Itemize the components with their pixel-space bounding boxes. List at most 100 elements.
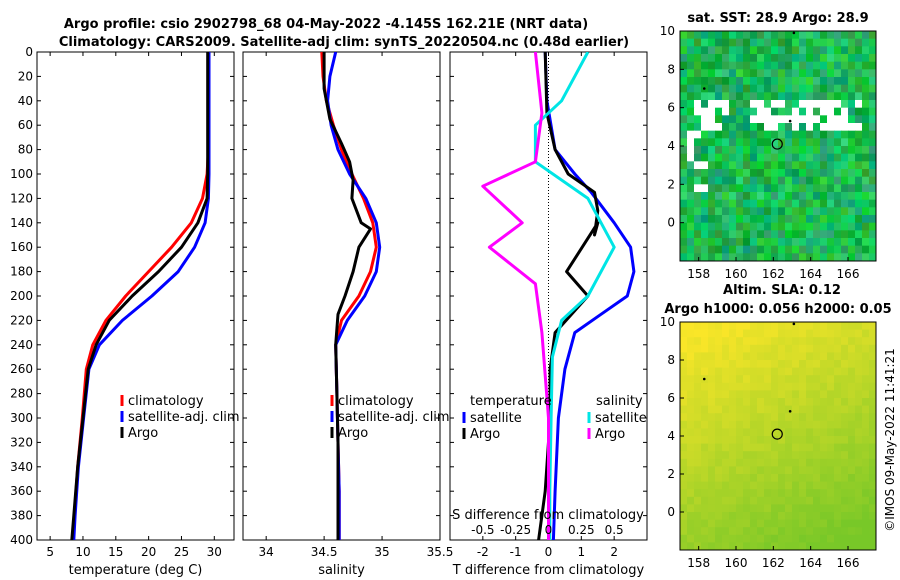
heatmap-cell [722,398,730,407]
heatmap-cell [862,496,870,505]
heatmap-cell [729,130,737,139]
heatmap-cell [855,466,863,475]
heatmap-cell [701,329,709,338]
heatmap-cell [855,496,863,505]
heatmap-cell [771,512,779,521]
heatmap-cell [722,451,730,460]
heatmap-cell [869,207,876,216]
y-tick-label: 4 [667,429,675,443]
x-tick-label: 34 [259,545,274,559]
heatmap-cell [757,192,765,201]
heatmap-cell [813,360,821,369]
heatmap-cells [680,31,876,261]
heatmap-cell [701,405,709,414]
heatmap-cell [715,360,723,369]
heatmap-cell [715,222,723,231]
heatmap-cell [680,458,688,467]
profile-location-marker [771,138,783,150]
heatmap-cell [715,504,723,513]
heatmap-cell [834,428,842,437]
heatmap-cell [694,92,702,101]
heatmap-cell [722,344,730,353]
heatmap-cell [729,542,737,550]
heatmap-cell [813,390,821,399]
heatmap-cell [813,38,821,47]
heatmap-cell [855,38,863,47]
heatmap-cell [687,413,695,422]
heatmap-cell [820,443,828,452]
heatmap-cell [862,466,870,475]
heatmap-cell [715,367,723,376]
heatmap-cell [736,474,744,483]
heatmap-cell [687,169,695,178]
heatmap-cell [855,176,863,185]
heatmap-cell [841,253,849,261]
heatmap-cell [722,38,730,47]
heatmap-cell [792,54,800,63]
heatmap-cell [778,245,786,254]
heatmap-cell [806,92,814,101]
heatmap-cell [694,337,702,346]
heatmap-cell [806,238,814,247]
heatmap-cell [750,238,758,247]
heatmap-cell [820,115,828,124]
heatmap-cell [869,496,876,505]
heatmap-cell [834,367,842,376]
heatmap-cell [736,31,744,40]
heatmap-cell [750,413,758,422]
heatmap-cell [834,504,842,513]
heatmap-cell [785,390,793,399]
heatmap-cell [771,436,779,445]
heatmap-cell [708,436,716,445]
heatmap-cell [799,420,807,429]
heatmap-cell [729,436,737,445]
heatmap-cell [869,115,876,124]
heatmap-cell [792,398,800,407]
heatmap-cell [820,130,828,139]
heatmap-cell [715,436,723,445]
heatmap-cell [855,184,863,193]
heatmap-cell [792,245,800,254]
heatmap-cell [694,245,702,254]
heatmap-cell [827,398,835,407]
heatmap-cell [701,92,709,101]
heatmap-cell [722,238,730,247]
heatmap-cell [855,458,863,467]
heatmap-cell [848,77,856,86]
x2-tick-label: -0.25 [500,523,531,537]
heatmap-cell [743,123,751,132]
heatmap-cell [862,420,870,429]
heatmap-cell [750,496,758,505]
heatmap-cell [869,375,876,384]
heatmap-cell [855,329,863,338]
heatmap-cell [715,481,723,490]
heatmap-cell [841,398,849,407]
heatmap-cell [785,489,793,498]
heatmap-cell [792,169,800,178]
heatmap-cell [757,215,765,224]
heatmap-cell [701,428,709,437]
x-tick-label: 35 [374,545,389,559]
heatmap-cell [778,207,786,216]
heatmap-cell [834,519,842,528]
heatmap-cell [771,519,779,528]
heatmap-cell [708,245,716,254]
heatmap-cell [708,77,716,86]
heatmap-cell [785,428,793,437]
heatmap-cell [785,322,793,331]
heatmap-cell [687,123,695,132]
heatmap-cell [848,329,856,338]
heatmap-cell [708,398,716,407]
heatmap-cell [806,398,814,407]
heatmap-cell [855,322,863,331]
heatmap-cell [715,420,723,429]
heatmap-cell [750,31,758,40]
heatmap-cell [701,107,709,116]
heatmap-cell [785,123,793,132]
heatmap-cell [722,367,730,376]
heatmap-cell [806,31,814,40]
heatmap-cell [834,123,842,132]
heatmap-cell [869,534,876,543]
heatmap-cell [792,360,800,369]
heatmap-cell [680,253,688,261]
